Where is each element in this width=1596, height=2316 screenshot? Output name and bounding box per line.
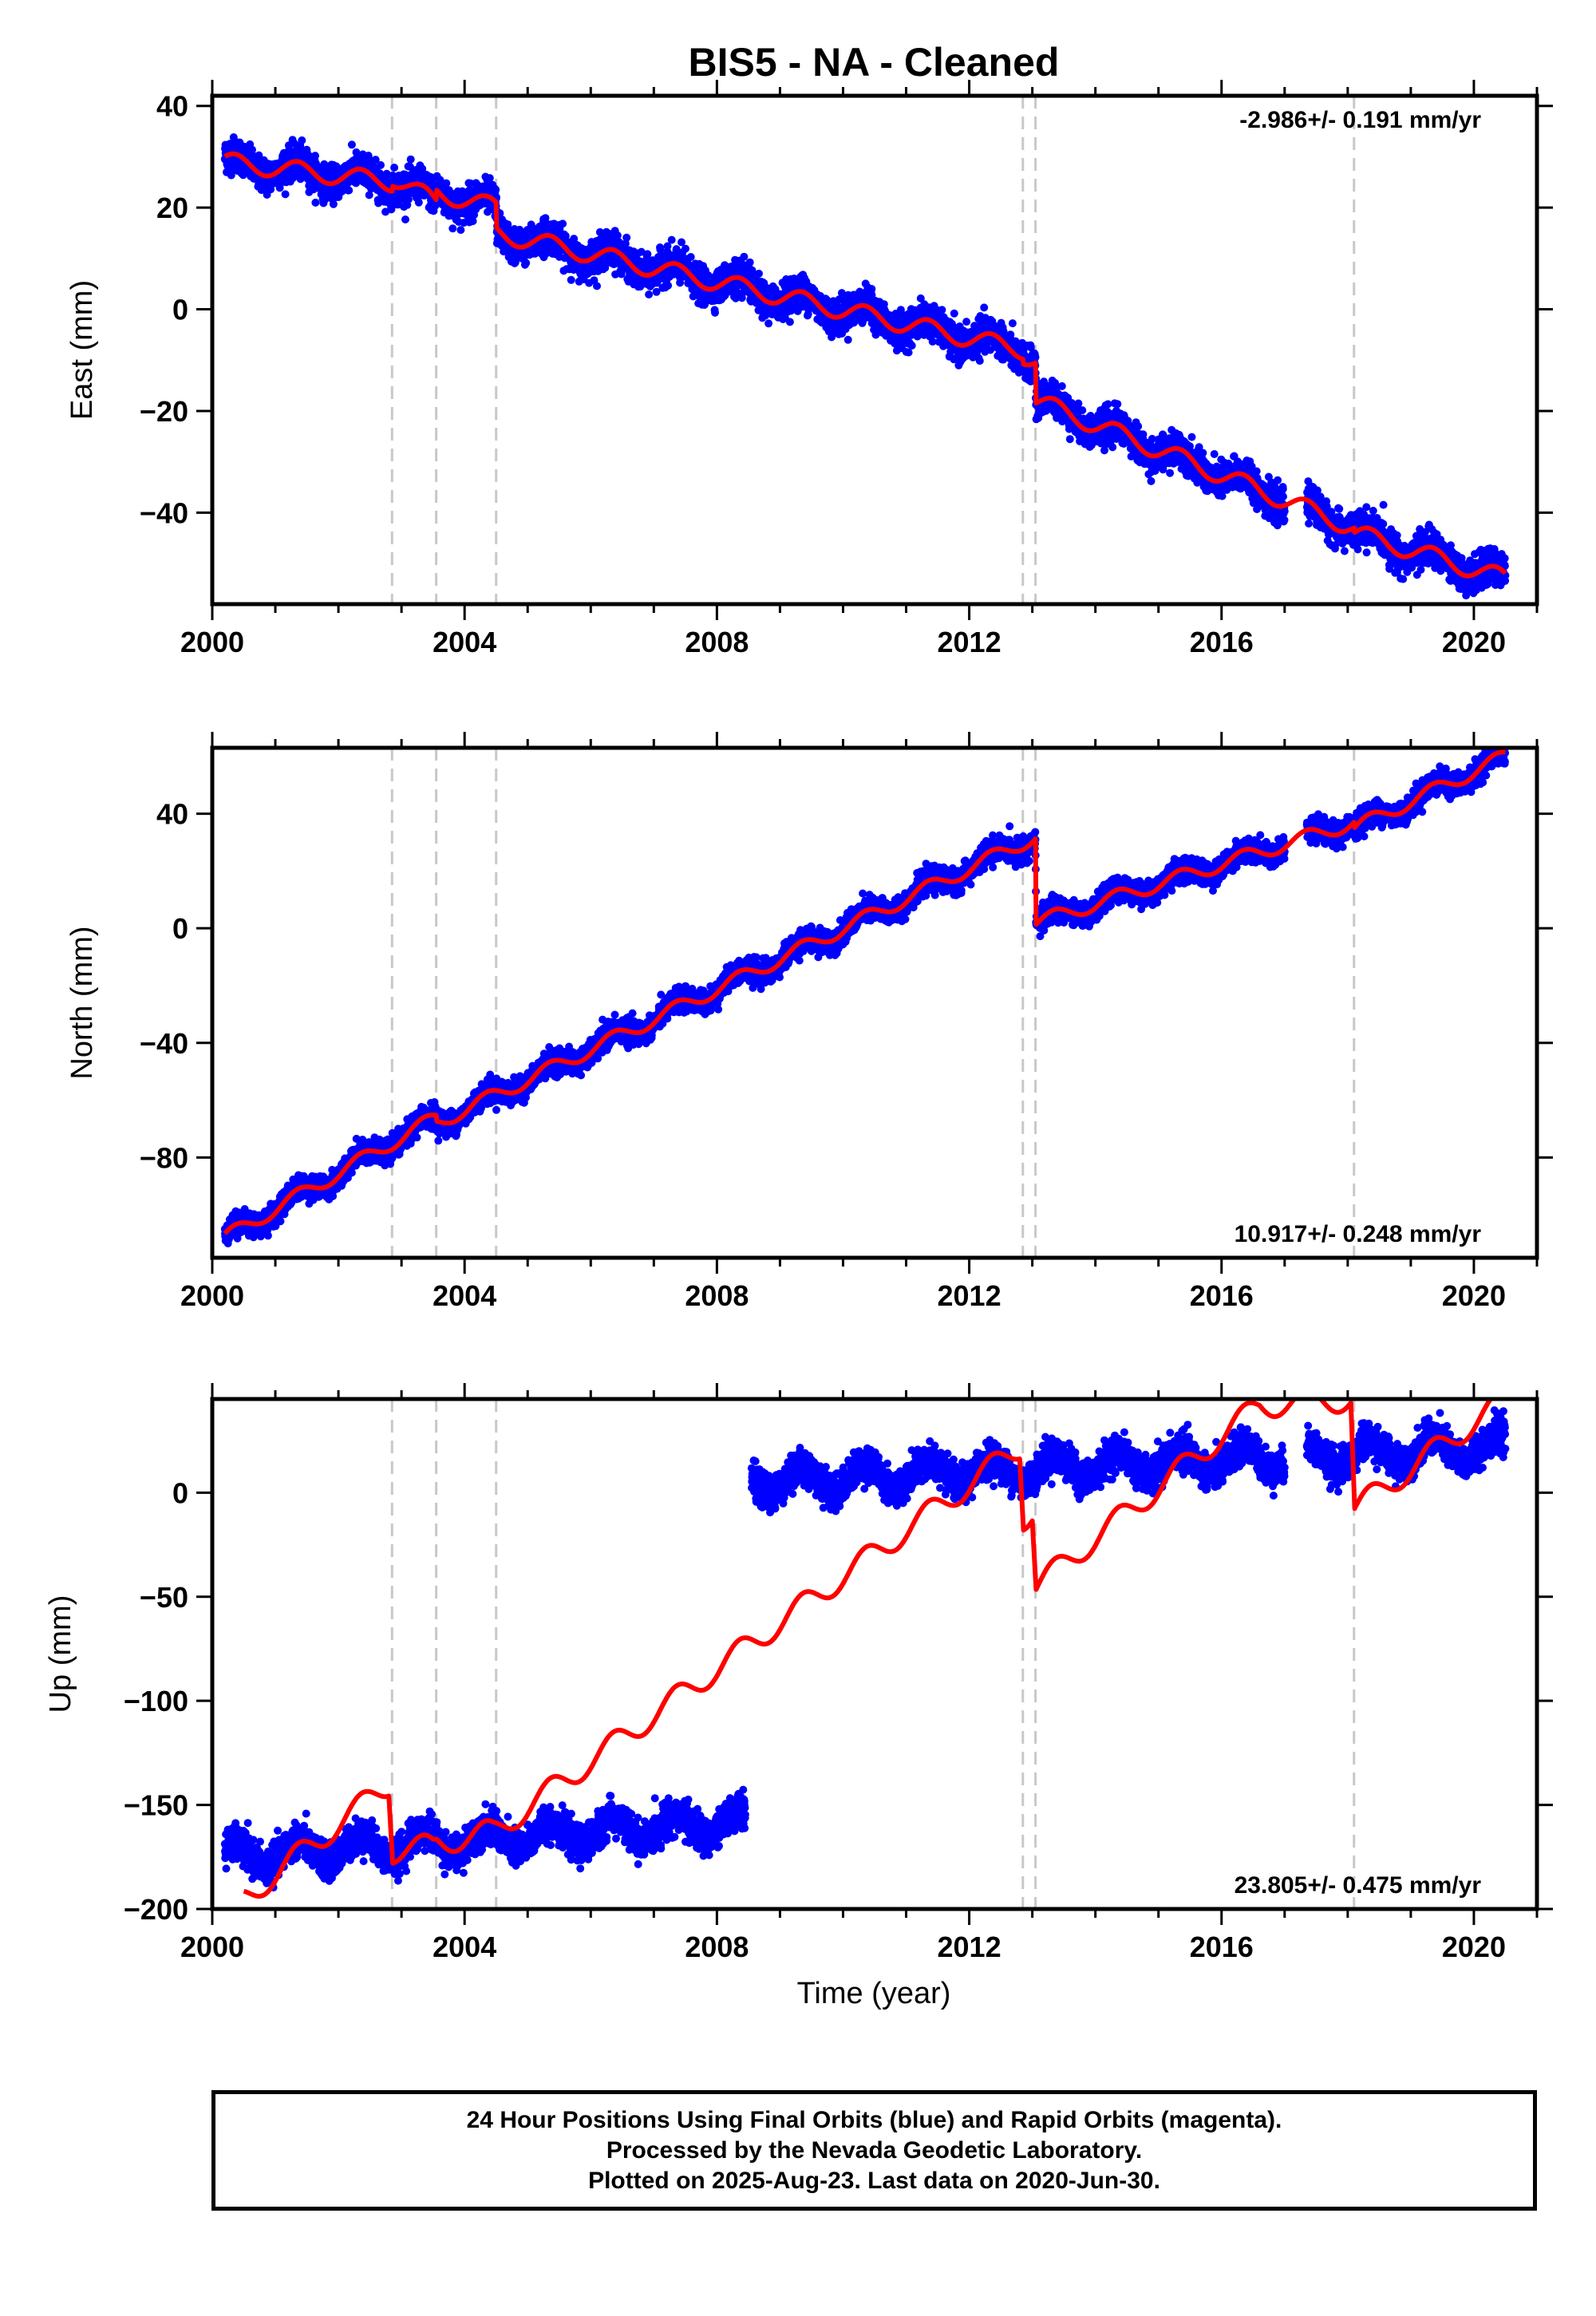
east-data-point xyxy=(975,357,984,366)
east-data-point xyxy=(227,171,235,180)
east-data-point xyxy=(1078,406,1087,415)
east-data-point xyxy=(485,174,494,183)
east-data-point xyxy=(711,308,719,317)
east-data-point xyxy=(1031,353,1040,362)
east-data-point xyxy=(365,191,373,200)
east-data-point xyxy=(352,179,361,188)
east-data-point xyxy=(686,253,695,261)
east-data-point xyxy=(843,335,852,344)
east-data-point xyxy=(785,318,794,326)
east-data-point xyxy=(622,233,631,242)
east-data-point xyxy=(667,235,676,244)
east-data-point xyxy=(755,269,763,278)
east-data-point xyxy=(522,259,531,267)
east-data-point xyxy=(980,303,989,312)
east-data-point xyxy=(950,309,958,318)
east-data-point xyxy=(311,198,320,207)
east-data-point xyxy=(345,186,354,195)
east-data-point xyxy=(740,252,749,261)
east-data-point xyxy=(681,244,689,253)
figure-title: BIS5 - NA - Cleaned xyxy=(689,40,1060,85)
east-data-point xyxy=(1065,435,1074,444)
east-data-point xyxy=(613,231,622,239)
east-data-point xyxy=(414,198,423,207)
east-data-point xyxy=(962,318,971,326)
east-data-point xyxy=(593,282,601,290)
east-data-point xyxy=(248,145,256,154)
east-data-point xyxy=(645,290,654,298)
east-data-point xyxy=(559,219,567,228)
east-data-point xyxy=(406,155,415,164)
east-data-point xyxy=(311,152,319,160)
east-data-point xyxy=(764,319,773,328)
east-data-point xyxy=(281,190,290,199)
east-data-point xyxy=(387,205,396,214)
east-data-point xyxy=(1008,319,1017,328)
east-data-point xyxy=(442,179,451,188)
east-data-point xyxy=(567,275,575,284)
east-data-point xyxy=(298,136,306,144)
east-data-point xyxy=(907,342,916,350)
east-data-point xyxy=(643,250,652,259)
east-data-point xyxy=(492,185,500,194)
east-data-point xyxy=(371,156,380,164)
east-data-point xyxy=(401,215,409,223)
east-data-point xyxy=(904,348,913,357)
east-data-point xyxy=(329,200,338,208)
east-data-point xyxy=(456,226,465,235)
east-data-point xyxy=(255,151,263,160)
east-data-point xyxy=(347,140,356,149)
east-data-point xyxy=(745,258,754,267)
east-observed-points xyxy=(220,133,1510,600)
east-data-point xyxy=(404,195,413,204)
east-data-point xyxy=(938,306,946,314)
east-data-point xyxy=(390,164,399,172)
east-data-point xyxy=(468,217,477,226)
east-data-point xyxy=(448,224,457,233)
east-data-point xyxy=(418,164,427,173)
east-data-point xyxy=(664,281,673,290)
east-data-point xyxy=(377,160,385,169)
east-data-point xyxy=(1057,381,1066,390)
